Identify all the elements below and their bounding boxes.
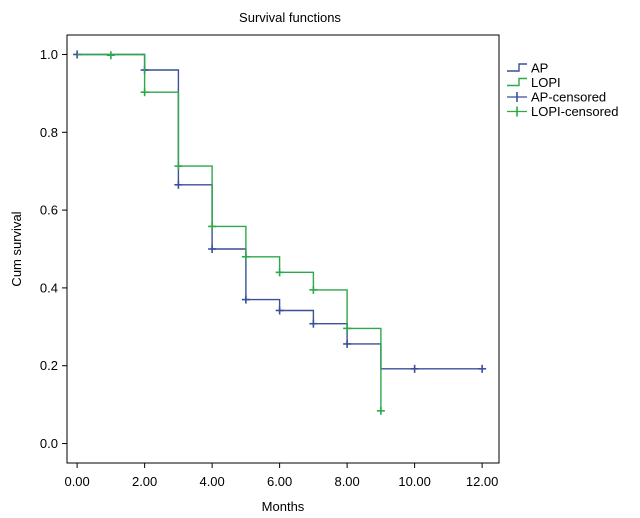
- x-tick-label: 0.00: [64, 474, 89, 489]
- censor-marker-ap: [275, 306, 284, 315]
- legend-swatch: [507, 92, 527, 102]
- censor-marker-lopi: [275, 268, 284, 277]
- censor-marker-ap: [241, 295, 250, 304]
- censor-marker-ap: [208, 245, 217, 253]
- x-tick-label: 10.00: [398, 474, 431, 489]
- y-tick-label: 0.6: [40, 203, 58, 218]
- legend-label: AP-censored: [531, 90, 606, 105]
- legend-swatch: [507, 77, 527, 87]
- censor-marker-lopi: [208, 222, 217, 231]
- x-axis: 0.00 2.00 4.00 6.00 8.00 10.00 12.00: [64, 463, 498, 489]
- y-tick-label: 0.2: [40, 358, 58, 373]
- x-axis-title: Months: [262, 499, 305, 514]
- x-tick-label: 12.00: [466, 474, 499, 489]
- censor-marker-lopi: [309, 285, 318, 294]
- legend-swatch: [507, 106, 527, 117]
- legend-item: AP-censored: [507, 90, 606, 105]
- censor-marker-ap: [174, 180, 183, 189]
- censor-marker-ap: [309, 319, 318, 328]
- censor-marker-lopi: [343, 324, 352, 333]
- chart-title: Survival functions: [239, 10, 341, 25]
- censor-marker-ap: [343, 339, 352, 348]
- censor-marker-lopi: [106, 51, 115, 60]
- legend-label: LOPI-censored: [531, 104, 618, 119]
- legend-label: AP: [531, 61, 548, 76]
- y-tick-label: 0.8: [40, 125, 58, 140]
- y-axis-title: Cum survival: [9, 211, 24, 286]
- legend-item: AP: [507, 61, 548, 76]
- legend-item: LOPI-censored: [507, 104, 618, 119]
- x-tick-label: 8.00: [334, 474, 359, 489]
- y-tick-label: 0.0: [40, 436, 58, 451]
- legend-label: LOPI: [531, 75, 561, 90]
- x-tick-label: 6.00: [267, 474, 292, 489]
- y-tick-label: 0.4: [40, 280, 58, 295]
- censor-marker-ap: [410, 364, 419, 373]
- legend-swatch: [507, 63, 527, 72]
- censor-marker-ap: [478, 364, 487, 373]
- censor-marker-lopi: [174, 162, 183, 171]
- x-tick-label: 4.00: [199, 474, 224, 489]
- censor-marker-lopi: [241, 252, 250, 261]
- censor-marker-lopi: [376, 406, 385, 415]
- censor-marker-lopi: [140, 88, 149, 97]
- y-axis: 0.0 0.2 0.4 0.6 0.8 1.0: [40, 47, 67, 451]
- x-tick-label: 2.00: [132, 474, 157, 489]
- y-tick-label: 1.0: [40, 47, 58, 62]
- legend-item: LOPI: [507, 75, 561, 90]
- plot-area: [66, 34, 500, 464]
- series-layer: [73, 50, 487, 415]
- series-line-ap: [77, 53, 483, 370]
